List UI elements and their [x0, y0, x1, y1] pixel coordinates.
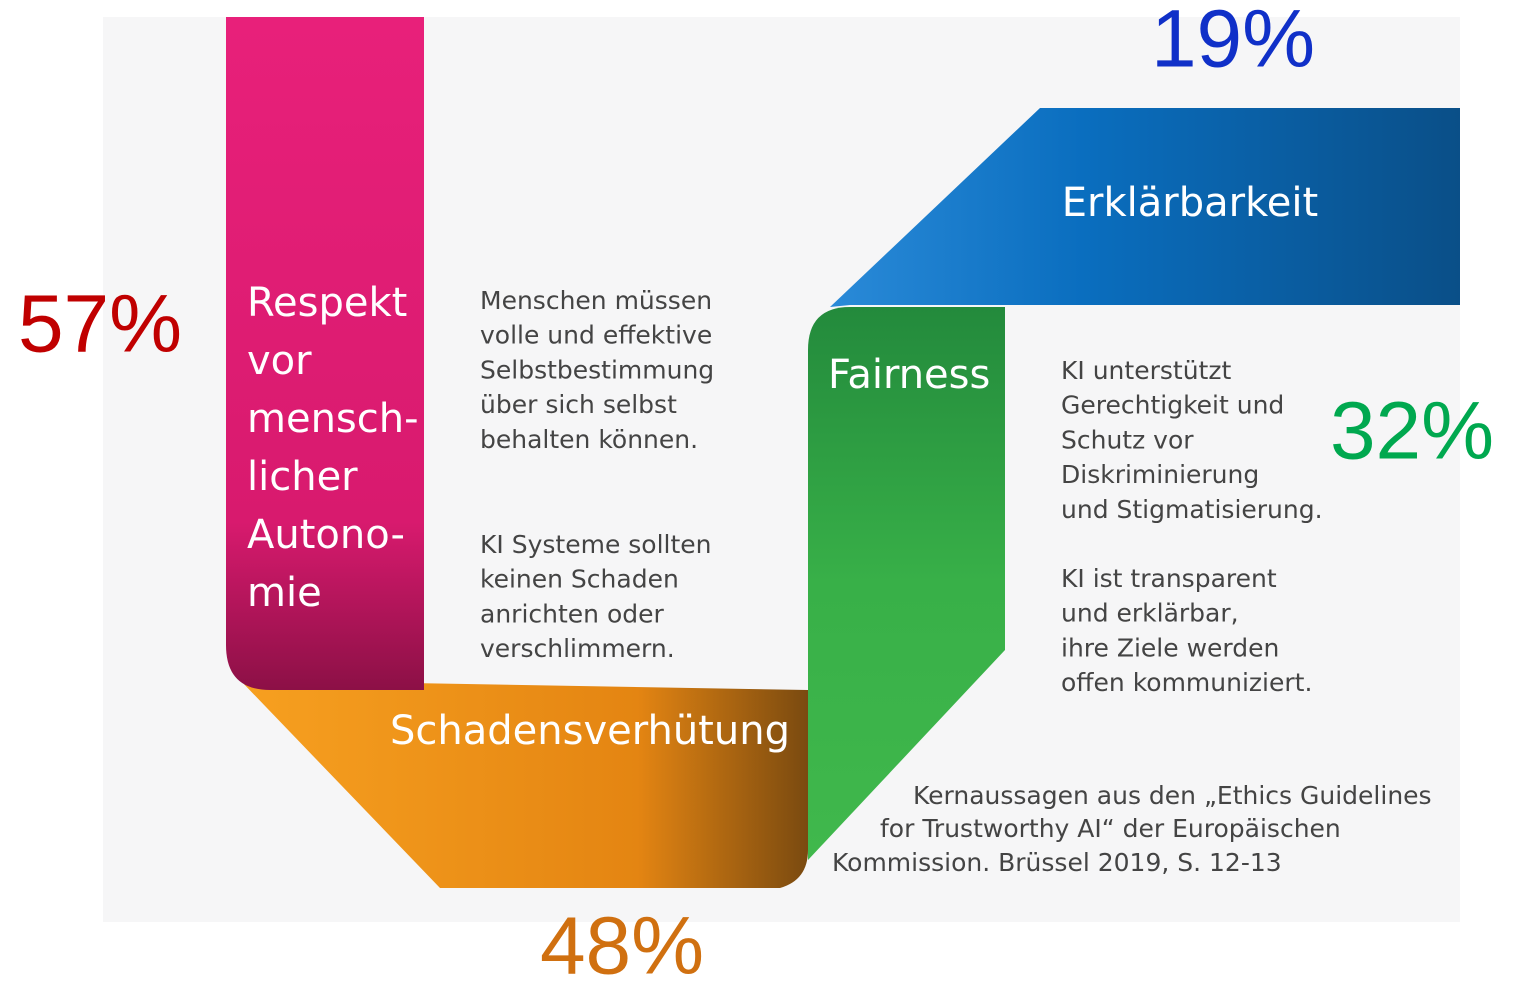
text-line: und erklärbar,	[1061, 599, 1239, 628]
caption-line: Kommission. Brüssel 2019, S. 12-13	[832, 848, 1282, 877]
text-line: verschlimmern.	[480, 634, 675, 663]
text-line: Diskriminierung	[1061, 460, 1259, 489]
text-line: Menschen müssen	[480, 286, 712, 315]
caption-line: Kernaussagen aus den „Ethics Guidelines	[913, 781, 1432, 810]
text-line: behalten können.	[480, 425, 698, 454]
text-line: Gerechtigkeit und	[1061, 391, 1284, 420]
text-line: und Stigmatisierung.	[1061, 495, 1323, 524]
label-line: mie	[247, 570, 322, 616]
percent: 19%	[1151, 0, 1315, 85]
text-line: Schutz vor	[1061, 425, 1194, 454]
text-line: KI ist transparent	[1061, 564, 1277, 593]
label-line: vor	[247, 338, 312, 384]
percent: 48%	[540, 901, 704, 986]
label-line: Autono-	[247, 512, 405, 558]
caption-line: for Trustworthy AI“ der Europäischen	[880, 814, 1341, 843]
percent: 32%	[1330, 386, 1494, 477]
explain-label: Erklärbarkeit	[1062, 180, 1318, 226]
text-line: volle und effektive	[480, 321, 712, 350]
percent: 57%	[18, 279, 182, 370]
fairness-label: Fairness	[828, 352, 990, 398]
text-line: Selbstbestimmung	[480, 355, 714, 384]
text-line: ihre Ziele werden	[1061, 633, 1279, 662]
text-line: KI Systeme sollten	[480, 530, 712, 559]
text-line: KI unterstützt	[1061, 356, 1231, 385]
label-line: Respekt	[247, 280, 407, 326]
text-line: offen kommuniziert.	[1061, 668, 1312, 697]
text-line: keinen Schaden	[480, 565, 679, 594]
harm-label: Schadensverhütung	[390, 708, 790, 754]
label-line: licher	[247, 454, 358, 500]
infographic: Respekt vor mensch- licher Autono- mie S…	[0, 0, 1518, 986]
label-line: mensch-	[247, 396, 419, 442]
text-line: anrichten oder	[480, 599, 664, 628]
text-line: über sich selbst	[480, 390, 677, 419]
